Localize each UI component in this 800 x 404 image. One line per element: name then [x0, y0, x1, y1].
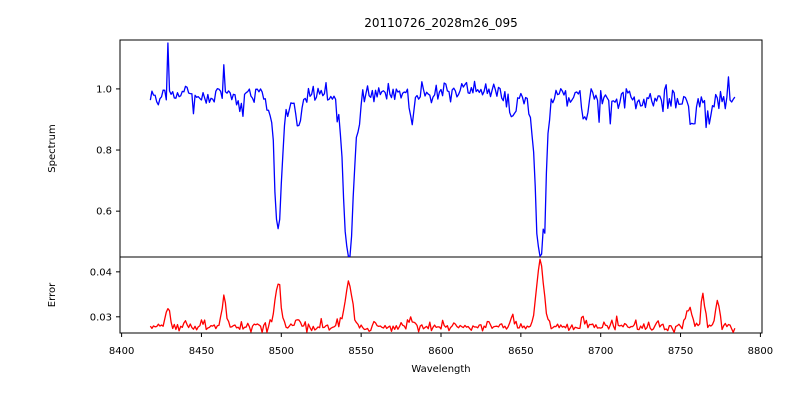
- tick-labels: 0.6 0.8 1.0 0.03 0.04 8400 8450 8500 8550 8600 865…: [90, 84, 773, 357]
- axes-frames: [119, 39, 763, 334]
- x-axis-label: Wavelength: [411, 364, 470, 375]
- x-tick-label: 8450: [189, 346, 214, 357]
- x-tick-label: 8600: [428, 346, 453, 357]
- x-tick-label: 8800: [748, 346, 773, 357]
- x-tick-label: 8750: [668, 346, 693, 357]
- chart-title: 20110726_2028m26_095: [364, 16, 517, 30]
- x-tick-label: 8500: [269, 346, 294, 357]
- error-line: [149, 258, 736, 333]
- y-tick-label: 0.03: [90, 312, 112, 323]
- series-lines: [149, 42, 736, 333]
- y-axis-label-spectrum: Spectrum: [47, 124, 58, 172]
- y-axis-label-error: Error: [47, 282, 58, 307]
- x-tick-label: 8650: [508, 346, 533, 357]
- x-tick-label: 8700: [588, 346, 613, 357]
- y-tick-label: 1.0: [96, 84, 112, 95]
- y-tick-label: 0.04: [90, 267, 112, 278]
- y-tick-label: 0.6: [96, 207, 112, 218]
- x-tick-label: 8550: [348, 346, 373, 357]
- spectrum-line: [149, 42, 736, 257]
- x-tick-label: 8400: [109, 346, 134, 357]
- y-tick-label: 0.8: [96, 146, 112, 157]
- spectrum-panel-frame: [119, 39, 763, 258]
- axis-ticks: [116, 88, 761, 337]
- error-panel-frame: [119, 256, 763, 334]
